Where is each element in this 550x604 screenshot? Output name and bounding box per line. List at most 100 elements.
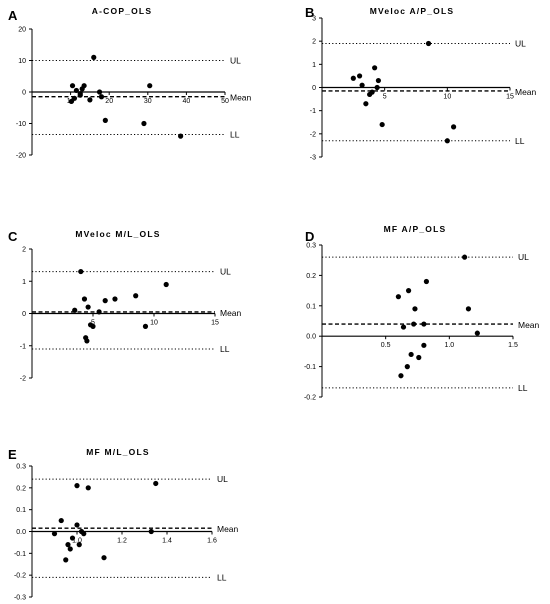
x-tick-label: 1.4 — [162, 538, 172, 545]
y-tick-label: 0.3 — [16, 464, 26, 471]
data-point — [444, 138, 450, 144]
y-tick-label: 10 — [18, 58, 26, 65]
data-point — [465, 306, 472, 312]
data-point — [78, 268, 84, 275]
y-tick-label: 1 — [22, 279, 26, 286]
ul-label: UL — [217, 474, 228, 484]
data-point — [58, 517, 64, 524]
data-point — [91, 54, 97, 60]
data-point — [73, 87, 79, 94]
y-tick-label: 0 — [312, 85, 316, 92]
data-point — [369, 89, 375, 95]
y-tick-label: -0.1 — [304, 364, 316, 371]
data-point — [451, 124, 457, 130]
ll-label: LL — [515, 136, 525, 146]
ul-label: UL — [515, 38, 526, 48]
ul-label: UL — [230, 56, 241, 66]
y-tick-label: 0.0 — [16, 529, 26, 536]
y-tick-label: 0 — [22, 311, 26, 318]
data-point — [425, 40, 432, 47]
mean-label: Mean — [217, 524, 239, 534]
data-point — [84, 338, 90, 344]
x-tick-label: 5 — [383, 94, 387, 101]
ll-label: LL — [518, 383, 528, 393]
data-point — [178, 133, 184, 139]
data-point — [359, 82, 365, 88]
data-point — [374, 84, 380, 91]
data-point — [102, 298, 108, 304]
data-point — [404, 364, 410, 370]
mean-label: Mean — [220, 308, 242, 318]
data-point — [350, 75, 356, 81]
data-point — [398, 373, 404, 379]
data-point — [400, 324, 407, 330]
y-tick-label: 20 — [18, 27, 26, 34]
x-tick-label: 50 — [221, 98, 229, 105]
data-point — [416, 354, 422, 361]
panel-title: A-COP_OLS — [92, 6, 152, 16]
x-tick-label: 10 — [443, 94, 451, 101]
data-point — [77, 90, 83, 97]
y-tick-label: 2 — [312, 39, 316, 46]
y-tick-label: -20 — [16, 153, 26, 160]
y-tick-label: -3 — [310, 155, 316, 162]
data-point — [65, 542, 71, 548]
data-point — [68, 98, 74, 105]
y-tick-label: 0 — [22, 90, 26, 97]
mean-label: Mean — [515, 87, 537, 97]
data-point — [462, 254, 468, 260]
x-tick-label: 40 — [183, 98, 191, 105]
panel-letter: A — [8, 8, 18, 23]
y-tick-label: -0.2 — [304, 395, 316, 402]
y-tick-label: -1 — [310, 108, 316, 115]
ul-label: UL — [518, 252, 529, 262]
y-tick-label: -0.1 — [14, 551, 26, 558]
x-tick-label: 1.0 — [444, 342, 454, 349]
data-point — [72, 307, 78, 313]
data-point — [147, 83, 153, 89]
mean-label: Mean — [230, 93, 252, 103]
data-point — [96, 309, 102, 315]
data-point — [421, 342, 427, 348]
y-tick-label: 0.3 — [306, 243, 316, 250]
data-point — [372, 65, 378, 71]
y-tick-label: 0.2 — [16, 485, 26, 492]
ul-label: UL — [220, 267, 231, 277]
data-point — [85, 304, 91, 310]
y-tick-label: -0.2 — [14, 573, 26, 580]
data-point — [69, 535, 76, 541]
x-tick-label: 30 — [144, 98, 152, 105]
data-point — [163, 281, 169, 288]
panel-letter: B — [305, 5, 314, 20]
data-point — [81, 296, 88, 302]
ll-label: LL — [217, 572, 227, 582]
data-point — [405, 288, 412, 294]
data-point — [69, 83, 76, 89]
data-point — [379, 121, 385, 128]
y-tick-label: -2 — [310, 131, 316, 138]
data-point — [74, 522, 80, 528]
data-point — [67, 546, 73, 552]
y-tick-label: -2 — [20, 376, 26, 383]
y-tick-label: -10 — [16, 121, 26, 128]
data-point — [148, 528, 154, 535]
data-point — [141, 120, 147, 127]
data-point — [87, 97, 93, 103]
y-tick-label: 1 — [312, 62, 316, 69]
data-point — [112, 296, 118, 302]
panel-title: MVeloc M/L_OLS — [75, 229, 160, 239]
data-point — [474, 330, 480, 336]
panel-letter: D — [305, 229, 314, 244]
data-point — [63, 557, 69, 563]
x-tick-label: 15 — [211, 320, 219, 327]
data-point — [423, 278, 430, 285]
data-point — [74, 483, 80, 489]
panel-d: D MF A/P_OLS 0.3 0.2 0.1 0.0 -0.1 -0.2 0.5 1.0 1.5… — [304, 224, 540, 402]
data-point — [81, 83, 87, 89]
ll-label: LL — [230, 130, 240, 140]
data-point — [90, 323, 96, 329]
data-point — [395, 294, 401, 300]
